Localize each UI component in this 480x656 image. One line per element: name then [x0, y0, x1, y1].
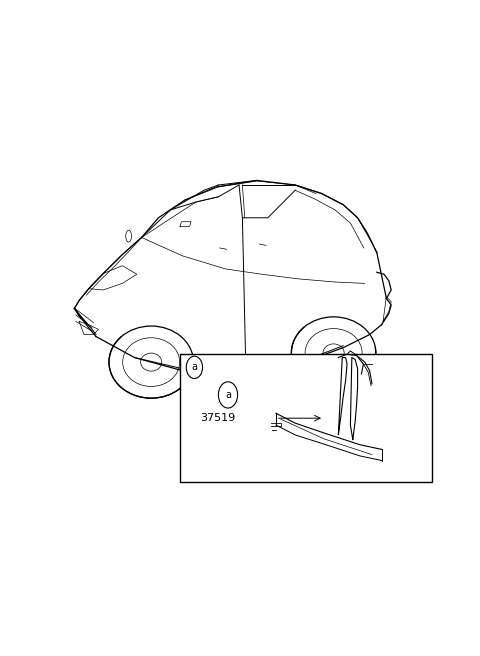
Text: a: a [225, 390, 231, 400]
Text: a: a [192, 362, 197, 373]
Text: 37519: 37519 [200, 413, 235, 423]
Circle shape [218, 382, 238, 408]
Circle shape [186, 356, 203, 379]
FancyBboxPatch shape [180, 354, 432, 482]
